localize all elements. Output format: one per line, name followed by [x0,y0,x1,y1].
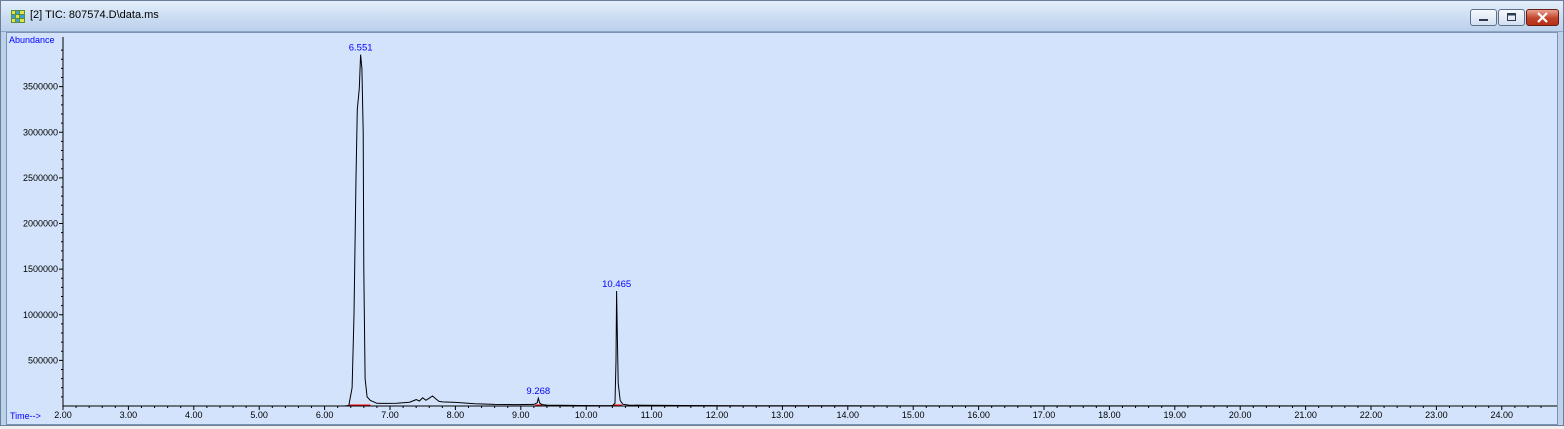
x-tick-label: 7.00 [381,410,399,420]
y-tick-label: 3000000 [23,127,58,137]
x-tick-label: 13.00 [771,410,794,420]
x-tick-label: 11.00 [641,410,663,420]
title-bar[interactable]: [2] TIC: 807574.D\data.ms [1,1,1563,32]
x-tick-label: 18.00 [1098,410,1121,420]
x-tick-label: 15.00 [902,410,925,420]
x-tick-label: 9.00 [512,410,530,420]
x-tick-label: 12.00 [706,410,729,420]
tic-trace [63,54,1564,407]
grid-icon [11,10,25,23]
x-tick-label: 23.00 [1425,410,1448,420]
chromatogram-plot-area[interactable]: Abundance Time--> 500000 1000000 1500000 20… [6,32,1564,425]
window-title: [2] TIC: 807574.D\data.ms [30,9,159,21]
x-tick-label: 22.00 [1360,410,1383,420]
x-tick-label: 10.00 [575,410,598,420]
y-tick-label: 1000000 [23,310,58,320]
peak-label: 9.268 [526,386,550,397]
y-tick-label: 500000 [28,355,58,365]
x-tick-label: 5.00 [250,410,268,420]
x-tick-label: 4.00 [185,410,203,420]
x-tick-label: 6.00 [316,410,334,420]
peak-label: 10.465 [602,279,631,290]
peak-label: 6.551 [349,43,373,54]
y-axis-label: Abundance [9,35,55,45]
y-tick-label: 3500000 [23,82,58,92]
maximize-icon [1507,13,1516,21]
close-button[interactable] [1526,9,1559,26]
x-tick-label: 19.00 [1164,410,1187,420]
x-tick-label: 2.00 [54,410,72,420]
minimize-button[interactable] [1470,9,1497,26]
y-tick-label: 1500000 [23,264,58,274]
x-tick-label: 20.00 [1229,410,1252,420]
close-icon [1537,12,1548,23]
chromatogram-chart: Abundance Time--> 500000 1000000 1500000 20… [9,35,1564,421]
x-tick-label: 3.00 [120,410,138,420]
x-tick-label: 24.00 [1491,410,1514,420]
x-tick-label: 16.00 [967,410,990,420]
x-tick-label: 14.00 [837,410,860,420]
maximize-button[interactable] [1498,9,1525,26]
minimize-icon [1479,19,1488,21]
x-axis-label: Time--> [10,411,41,421]
y-tick-label: 2500000 [23,173,58,183]
y-tick-label: 2000000 [23,219,58,229]
x-tick-label: 21.00 [1294,410,1317,420]
x-tick-label: 8.00 [447,410,465,420]
x-tick-label: 17.00 [1033,410,1056,420]
